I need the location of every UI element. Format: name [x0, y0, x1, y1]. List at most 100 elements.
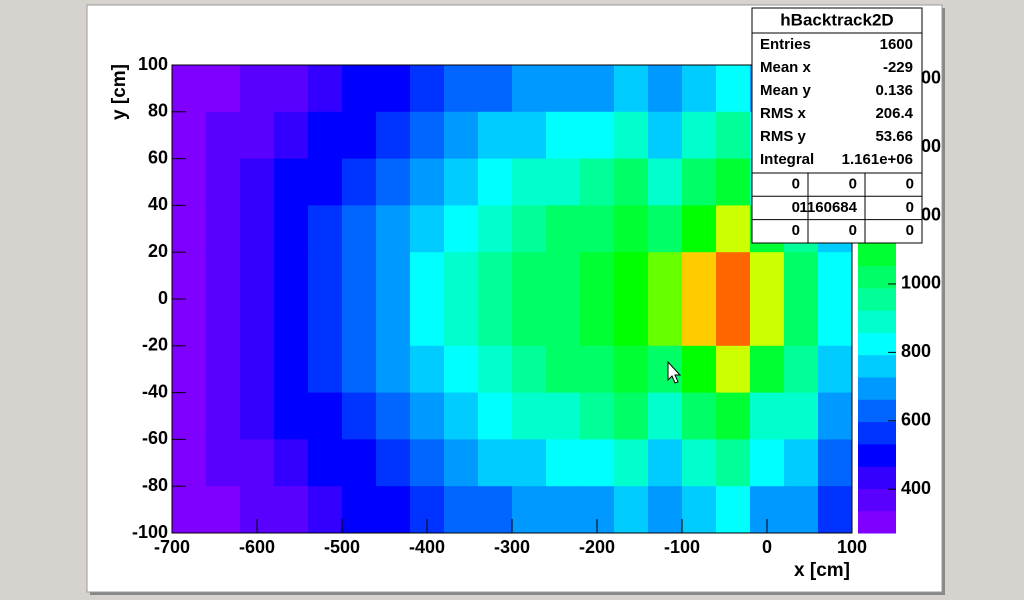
- heatmap-cell: [342, 158, 377, 206]
- heatmap-cell: [614, 345, 649, 394]
- heatmap-cell: [614, 158, 649, 206]
- heatmap-cell: [750, 439, 785, 487]
- heatmap-cell: [716, 299, 751, 347]
- heatmap-cell: [648, 299, 683, 347]
- heatmap-cell: [478, 252, 513, 300]
- heatmap-cell: [546, 345, 581, 394]
- heatmap-cell: [716, 392, 751, 440]
- colorbar-segment: [858, 265, 896, 289]
- heatmap-cell: [580, 345, 615, 394]
- heatmap-cell: [240, 111, 275, 160]
- stats-name: Integral: [760, 151, 814, 168]
- colorbar-segment: [858, 243, 896, 267]
- heatmap-cell: [546, 439, 581, 487]
- stats-grid-cell: 0: [906, 176, 914, 193]
- heatmap-cell: [410, 111, 445, 160]
- plot: -700 -600 -500 -400 -300 -200 -100 0 100-100-80-…: [132, 54, 941, 557]
- heatmap-cell: [444, 252, 479, 300]
- heatmap-cell: [410, 299, 445, 347]
- stats-background: [751, 7, 923, 244]
- heatmap-cell: [818, 299, 853, 347]
- heatmap-cell: [376, 65, 411, 113]
- x-tick-label: -400: [409, 537, 445, 557]
- stats-name: Entries: [760, 36, 811, 53]
- heatmap-cell: [682, 205, 717, 253]
- heatmap-cell: [580, 299, 615, 347]
- stats-name: Mean y: [760, 82, 812, 99]
- heatmap-cell: [546, 65, 581, 113]
- heatmap-cell: [784, 439, 819, 487]
- heatmap-cell: [682, 345, 717, 394]
- heatmap-cell: [818, 439, 853, 487]
- heatmap-cell: [376, 205, 411, 253]
- stats-name: RMS x: [760, 105, 807, 122]
- heatmap-cell: [818, 486, 853, 534]
- heatmap-cell: [580, 205, 615, 253]
- stats-grid-cell: 0: [792, 176, 800, 193]
- heatmap-cell: [648, 65, 683, 113]
- heatmap-cell: [376, 486, 411, 534]
- heatmap-cell: [478, 111, 513, 160]
- heatmap-cell: [410, 65, 445, 113]
- heatmap-cell: [342, 252, 377, 300]
- stats-value: 0.136: [875, 82, 913, 99]
- heatmap-cell: [580, 111, 615, 160]
- heatmap-cell: [308, 439, 343, 487]
- heatmap-cell: [376, 158, 411, 206]
- heatmap-cell: [478, 205, 513, 253]
- stats-value: 206.4: [875, 105, 913, 122]
- colorbar-segment: [858, 399, 896, 423]
- heatmap-cell: [512, 299, 547, 347]
- heatmap-cell: [172, 299, 207, 347]
- y-tick-label: -100: [132, 522, 168, 542]
- heatmap-cell: [750, 345, 785, 394]
- heatmap-cell: [342, 392, 377, 440]
- colorbar-segment: [858, 488, 896, 512]
- heatmap-cell: [444, 65, 479, 113]
- z-tick-label: 800: [901, 341, 931, 361]
- heatmap-cell: [308, 252, 343, 300]
- heatmap-cell: [750, 252, 785, 300]
- colorbar-segment: [858, 332, 896, 356]
- heatmap-cell: [444, 299, 479, 347]
- y-tick-label: -80: [142, 475, 168, 495]
- x-tick-label: -100: [664, 537, 700, 557]
- z-tick-label: 600: [901, 410, 931, 430]
- y-tick-label: 40: [148, 194, 168, 214]
- heatmap-cell: [206, 345, 241, 394]
- heatmap-cell: [580, 439, 615, 487]
- stats-value: 53.66: [875, 128, 913, 145]
- heatmap-cell: [614, 299, 649, 347]
- stats-name: Mean x: [760, 59, 812, 76]
- x-tick-label: -500: [324, 537, 360, 557]
- stats-grid-cell: 0: [906, 199, 914, 216]
- heatmap-cell: [614, 205, 649, 253]
- heatmap-cell: [376, 439, 411, 487]
- stats-value: -229: [883, 59, 913, 76]
- heatmap-cell: [546, 252, 581, 300]
- heatmap-cell: [410, 205, 445, 253]
- colorbar-segment: [858, 310, 896, 333]
- heatmap-cell: [580, 252, 615, 300]
- heatmap-cell: [614, 252, 649, 300]
- heatmap-cell: [274, 299, 309, 347]
- heatmap-cell: [274, 65, 309, 113]
- heatmap-cell: [308, 392, 343, 440]
- heatmap-cell: [274, 392, 309, 440]
- heatmap-cell: [648, 486, 683, 534]
- heatmap-cell: [784, 486, 819, 534]
- colorbar-segment: [858, 510, 896, 534]
- heatmap-cell: [648, 205, 683, 253]
- mouse-cursor: [667, 360, 682, 384]
- heatmap-cell: [308, 486, 343, 534]
- heatmap-cell: [308, 65, 343, 113]
- stats-title: hBacktrack2D: [780, 10, 893, 29]
- heatmap-cell: [342, 486, 377, 534]
- y-tick-label: 20: [148, 241, 168, 261]
- heatmap-cell: [206, 392, 241, 440]
- heatmap-cell: [546, 299, 581, 347]
- heatmap-cell: [682, 299, 717, 347]
- heatmap-cell: [750, 392, 785, 440]
- x-tick-label: 0: [762, 537, 772, 557]
- heatmap-cell: [172, 345, 207, 394]
